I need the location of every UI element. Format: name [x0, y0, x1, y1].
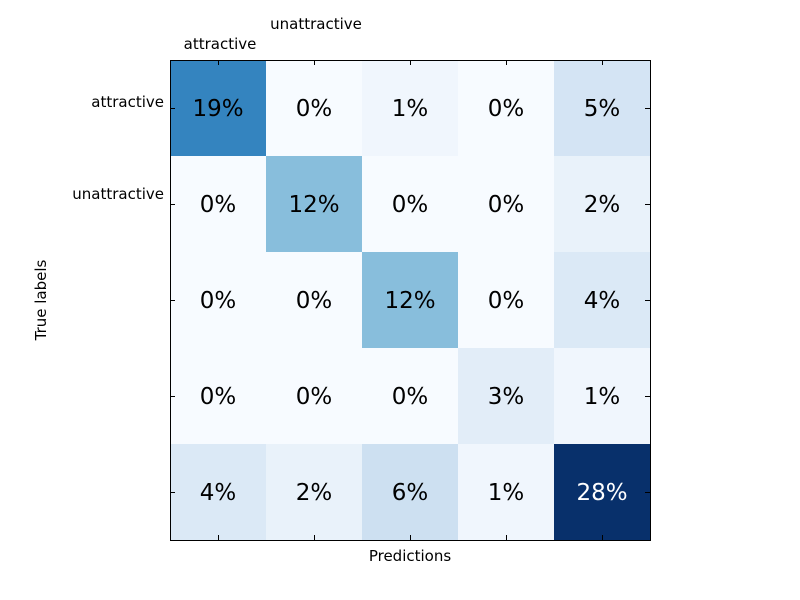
cell-label-r1-c4: 2% [584, 192, 621, 218]
heatmap-cell-r0-c3 [458, 60, 555, 157]
heatmap-cell-r0-c4 [554, 60, 651, 157]
heatmap-cell-r2-c2 [362, 252, 459, 349]
cell-label-r0-c2: 1% [392, 96, 429, 122]
heatmap-cell-r3-c3 [458, 348, 555, 445]
cell-label-r1-c1: 12% [288, 192, 339, 218]
y-axis-label: True labels [32, 259, 50, 341]
cell-label-r2-c0: 0% [200, 288, 237, 314]
heatmap-cell-r1-c1 [266, 156, 363, 253]
heatmap-cell-r4-c1 [266, 444, 363, 541]
cell-label-r3-c1: 0% [296, 384, 333, 410]
cell-label-r4-c3: 1% [488, 480, 525, 506]
heatmap-cell-labels: 19% 0% 1% 0% 5% 0% 12% 0% 0% 2% 0% 0% 12% 0% 4% 0% 0% 0% 3… [192, 96, 627, 506]
heatmap-cell-r1-c0 [170, 156, 267, 253]
axis-ticks [170, 60, 650, 540]
x-axis-label: Predictions [369, 547, 452, 565]
cell-label-r2-c3: 0% [488, 288, 525, 314]
y-tick-labels: attractive unattractive [72, 93, 164, 203]
cell-label-r3-c0: 0% [200, 384, 237, 410]
cell-label-r2-c1: 0% [296, 288, 333, 314]
heatmap-cell-r0-c0 [170, 60, 267, 157]
cell-label-r4-c2: 6% [392, 480, 429, 506]
x-tick-label-0: attractive [184, 35, 257, 53]
heatmap-cell-r4-c4 [554, 444, 651, 541]
heatmap-cell-r3-c0 [170, 348, 267, 445]
cell-label-r1-c3: 0% [488, 192, 525, 218]
cell-label-r3-c2: 0% [392, 384, 429, 410]
heatmap-cell-r3-c1 [266, 348, 363, 445]
cell-label-r3-c3: 3% [488, 384, 525, 410]
heatmap-cell-r0-c1 [266, 60, 363, 157]
heatmap-cell-r1-c2 [362, 156, 459, 253]
heatmap-cell-r3-c2 [362, 348, 459, 445]
heatmap-cell-r4-c0 [170, 444, 267, 541]
cell-label-r0-c0: 19% [192, 96, 243, 122]
x-tick-labels: attractive unattractive [184, 15, 362, 53]
heatmap-cell-r4-c3 [458, 444, 555, 541]
cell-label-r1-c2: 0% [392, 192, 429, 218]
heatmap-cells [170, 60, 651, 541]
heatmap-cell-r2-c4 [554, 252, 651, 349]
heatmap-cell-r2-c3 [458, 252, 555, 349]
cell-label-r4-c1: 2% [296, 480, 333, 506]
y-tick-label-1: unattractive [72, 185, 164, 203]
heatmap-cell-r0-c2 [362, 60, 459, 157]
cell-label-r3-c4: 1% [584, 384, 621, 410]
cell-label-r4-c0: 4% [200, 480, 237, 506]
heatmap-cell-r2-c1 [266, 252, 363, 349]
heatmap-cell-r1-c3 [458, 156, 555, 253]
heatmap-cell-r3-c4 [554, 348, 651, 445]
cell-label-r0-c3: 0% [488, 96, 525, 122]
cell-label-r4-c4: 28% [576, 480, 627, 506]
heatmap-cell-r1-c4 [554, 156, 651, 253]
heatmap-cell-r2-c0 [170, 252, 267, 349]
cell-label-r2-c4: 4% [584, 288, 621, 314]
heatmap-cell-r4-c2 [362, 444, 459, 541]
y-tick-label-0: attractive [91, 93, 164, 111]
cell-label-r0-c4: 5% [584, 96, 621, 122]
x-tick-label-1: unattractive [270, 15, 362, 33]
cell-label-r1-c0: 0% [200, 192, 237, 218]
cell-label-r0-c1: 0% [296, 96, 333, 122]
cell-label-r2-c2: 12% [384, 288, 435, 314]
